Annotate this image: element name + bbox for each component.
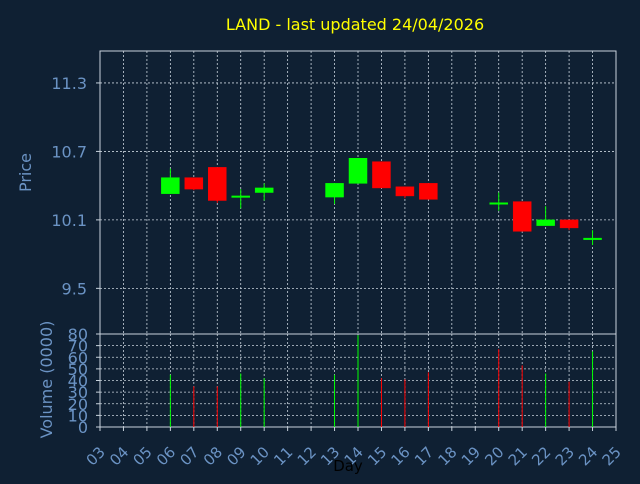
x-tick-label: 22 xyxy=(528,443,554,469)
volume-y-tick-label: 50 xyxy=(68,360,88,379)
candle-body xyxy=(372,161,391,189)
candle-body xyxy=(348,158,368,184)
x-tick-label: 05 xyxy=(130,443,156,469)
candle-body xyxy=(583,237,602,240)
volume-y-tick-label: 40 xyxy=(68,372,88,391)
x-tick-label: 21 xyxy=(505,443,531,469)
x-tick-label: 18 xyxy=(434,443,460,469)
volume-y-tick-label: 80 xyxy=(68,325,88,344)
x-tick-label: 08 xyxy=(200,443,226,469)
x-tick-label: 03 xyxy=(83,443,109,469)
x-tick-label: 16 xyxy=(388,443,414,469)
x-tick-label: 09 xyxy=(223,443,249,469)
candle-body xyxy=(559,219,579,229)
x-tick-label: 12 xyxy=(294,443,320,469)
x-tick-label: 23 xyxy=(552,443,578,469)
price-y-tick-label: 11.3 xyxy=(51,74,87,93)
x-tick-label: 19 xyxy=(458,443,484,469)
candle-body xyxy=(512,201,532,232)
candle-body xyxy=(325,183,344,198)
candle-body xyxy=(489,202,508,205)
chart-title: LAND - last updated 24/04/2026 xyxy=(226,15,484,34)
price-y-tick-label: 10.7 xyxy=(51,142,87,161)
volume-y-tick-label: 30 xyxy=(68,383,88,402)
price-y-tick-label: 10.1 xyxy=(51,211,87,230)
x-tick-label: 15 xyxy=(364,443,390,469)
volume-y-tick-label: 70 xyxy=(68,337,88,356)
x-tick-label: 25 xyxy=(599,443,625,469)
price-y-tick-label: 9.5 xyxy=(62,279,87,298)
x-tick-label: 17 xyxy=(411,443,437,469)
candle-body xyxy=(184,177,204,190)
candle-body xyxy=(419,183,438,200)
candle-body xyxy=(536,219,555,226)
candle-body xyxy=(208,167,227,201)
x-tick-label: 20 xyxy=(481,443,507,469)
x-tick-label: 10 xyxy=(247,443,273,469)
x-tick-label: 11 xyxy=(270,443,296,469)
candle-body xyxy=(395,186,415,197)
volume-y-tick-label: 0 xyxy=(78,418,88,437)
volume-y-tick-label: 60 xyxy=(68,348,88,367)
x-tick-label: 04 xyxy=(106,443,132,469)
candle-body xyxy=(161,177,180,194)
x-tick-label: 06 xyxy=(153,443,179,469)
candle-body xyxy=(254,187,274,193)
x-axis-label: Day xyxy=(333,457,363,475)
volume-axis-label: Volume (0000) xyxy=(37,321,56,439)
volume-y-tick-label: 20 xyxy=(68,395,88,414)
price-axis-label: Price xyxy=(16,153,35,192)
volume-y-tick-label: 10 xyxy=(68,406,88,425)
x-tick-label: 07 xyxy=(176,443,202,469)
candle-body xyxy=(231,195,250,198)
x-tick-label: 24 xyxy=(575,443,601,469)
